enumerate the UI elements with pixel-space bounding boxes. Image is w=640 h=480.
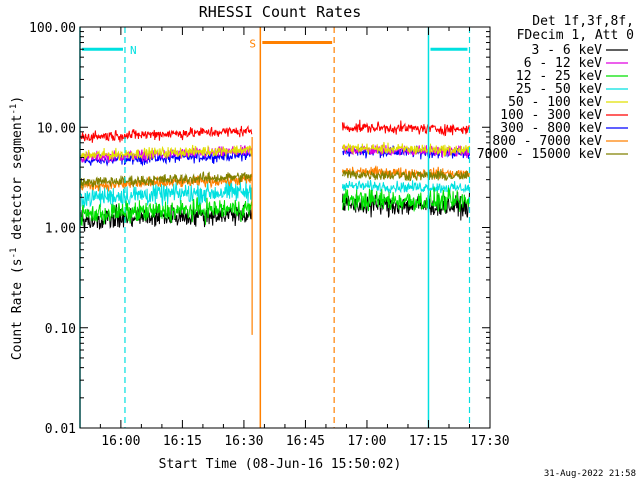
series-line [341, 119, 470, 137]
marker-label: N [130, 44, 137, 57]
y-tick-label: 1.00 [45, 222, 76, 237]
y-axis-label-part: detector segment [10, 115, 25, 248]
x-tick-label: 16:00 [101, 434, 140, 449]
series-line [342, 145, 470, 160]
legend-entry-label: 50 - 100 keV [508, 95, 602, 110]
series-line [341, 187, 470, 213]
series-line [341, 142, 470, 157]
x-tick-label: 17:00 [347, 434, 386, 449]
legend-entry-label: 3 - 6 keV [532, 43, 603, 58]
y-tick-label: 10.00 [37, 121, 76, 136]
marker-layer: NS [79, 27, 471, 428]
y-tick-label: 100.00 [29, 21, 76, 36]
axis-layer: 100.00 10.00 1.00 0.10 0.01 16:00 16:15 16:30 16… [29, 21, 510, 449]
y-axis-label-sup: -1 [9, 248, 19, 259]
series-line [341, 164, 470, 180]
footer-timestamp: 31-Aug-2022 21:58 [544, 469, 636, 479]
y-tick-label: 0.10 [45, 322, 76, 337]
series-line [341, 180, 470, 194]
legend-entry-label: 25 - 50 keV [516, 82, 602, 97]
x-axis-label: Start Time (08-Jun-16 15:50:02) [159, 457, 402, 472]
series-line [341, 169, 470, 182]
x-tick-label: 17:15 [409, 434, 448, 449]
series-line [79, 125, 253, 143]
y-axis-label-sup: -1 [9, 104, 19, 115]
legend-header-line: FDecim 1, Att 0 [517, 28, 634, 43]
series-line [79, 171, 253, 189]
series-line [79, 173, 253, 192]
x-tick-label: 17:30 [470, 434, 509, 449]
y-axis-label-part: ) [10, 96, 25, 104]
series-layer [79, 119, 470, 335]
series-line [79, 197, 253, 227]
y-axis-label-part: Count Rate (s [10, 258, 25, 360]
marker-label: S [249, 38, 256, 51]
series-line [79, 144, 253, 161]
y-axis-label: Count Rate (s-1 detector segment-1) [9, 96, 25, 360]
x-tick-label: 16:15 [163, 434, 202, 449]
legend: Det 1f,3f,8f, FDecim 1, Att 0 3 - 6 keV6… [477, 14, 634, 162]
chart-title: RHESSI Count Rates [199, 3, 362, 21]
legend-entry-label: 800 - 7000 keV [492, 134, 602, 149]
legend-entry-label: 7000 - 15000 keV [477, 147, 602, 162]
x-tick-label: 16:45 [286, 434, 325, 449]
series-line [341, 192, 470, 221]
series-line [79, 179, 253, 208]
legend-entry-label: 300 - 800 keV [500, 121, 602, 136]
legend-entry-label: 100 - 300 keV [500, 108, 602, 123]
legend-header-line: Det 1f,3f,8f, [532, 14, 634, 29]
x-tick-label: 16:30 [224, 434, 263, 449]
legend-entry-label: 6 - 12 keV [524, 56, 602, 71]
legend-entry-label: 12 - 25 keV [516, 69, 602, 84]
y-tick-label: 0.01 [45, 422, 76, 437]
